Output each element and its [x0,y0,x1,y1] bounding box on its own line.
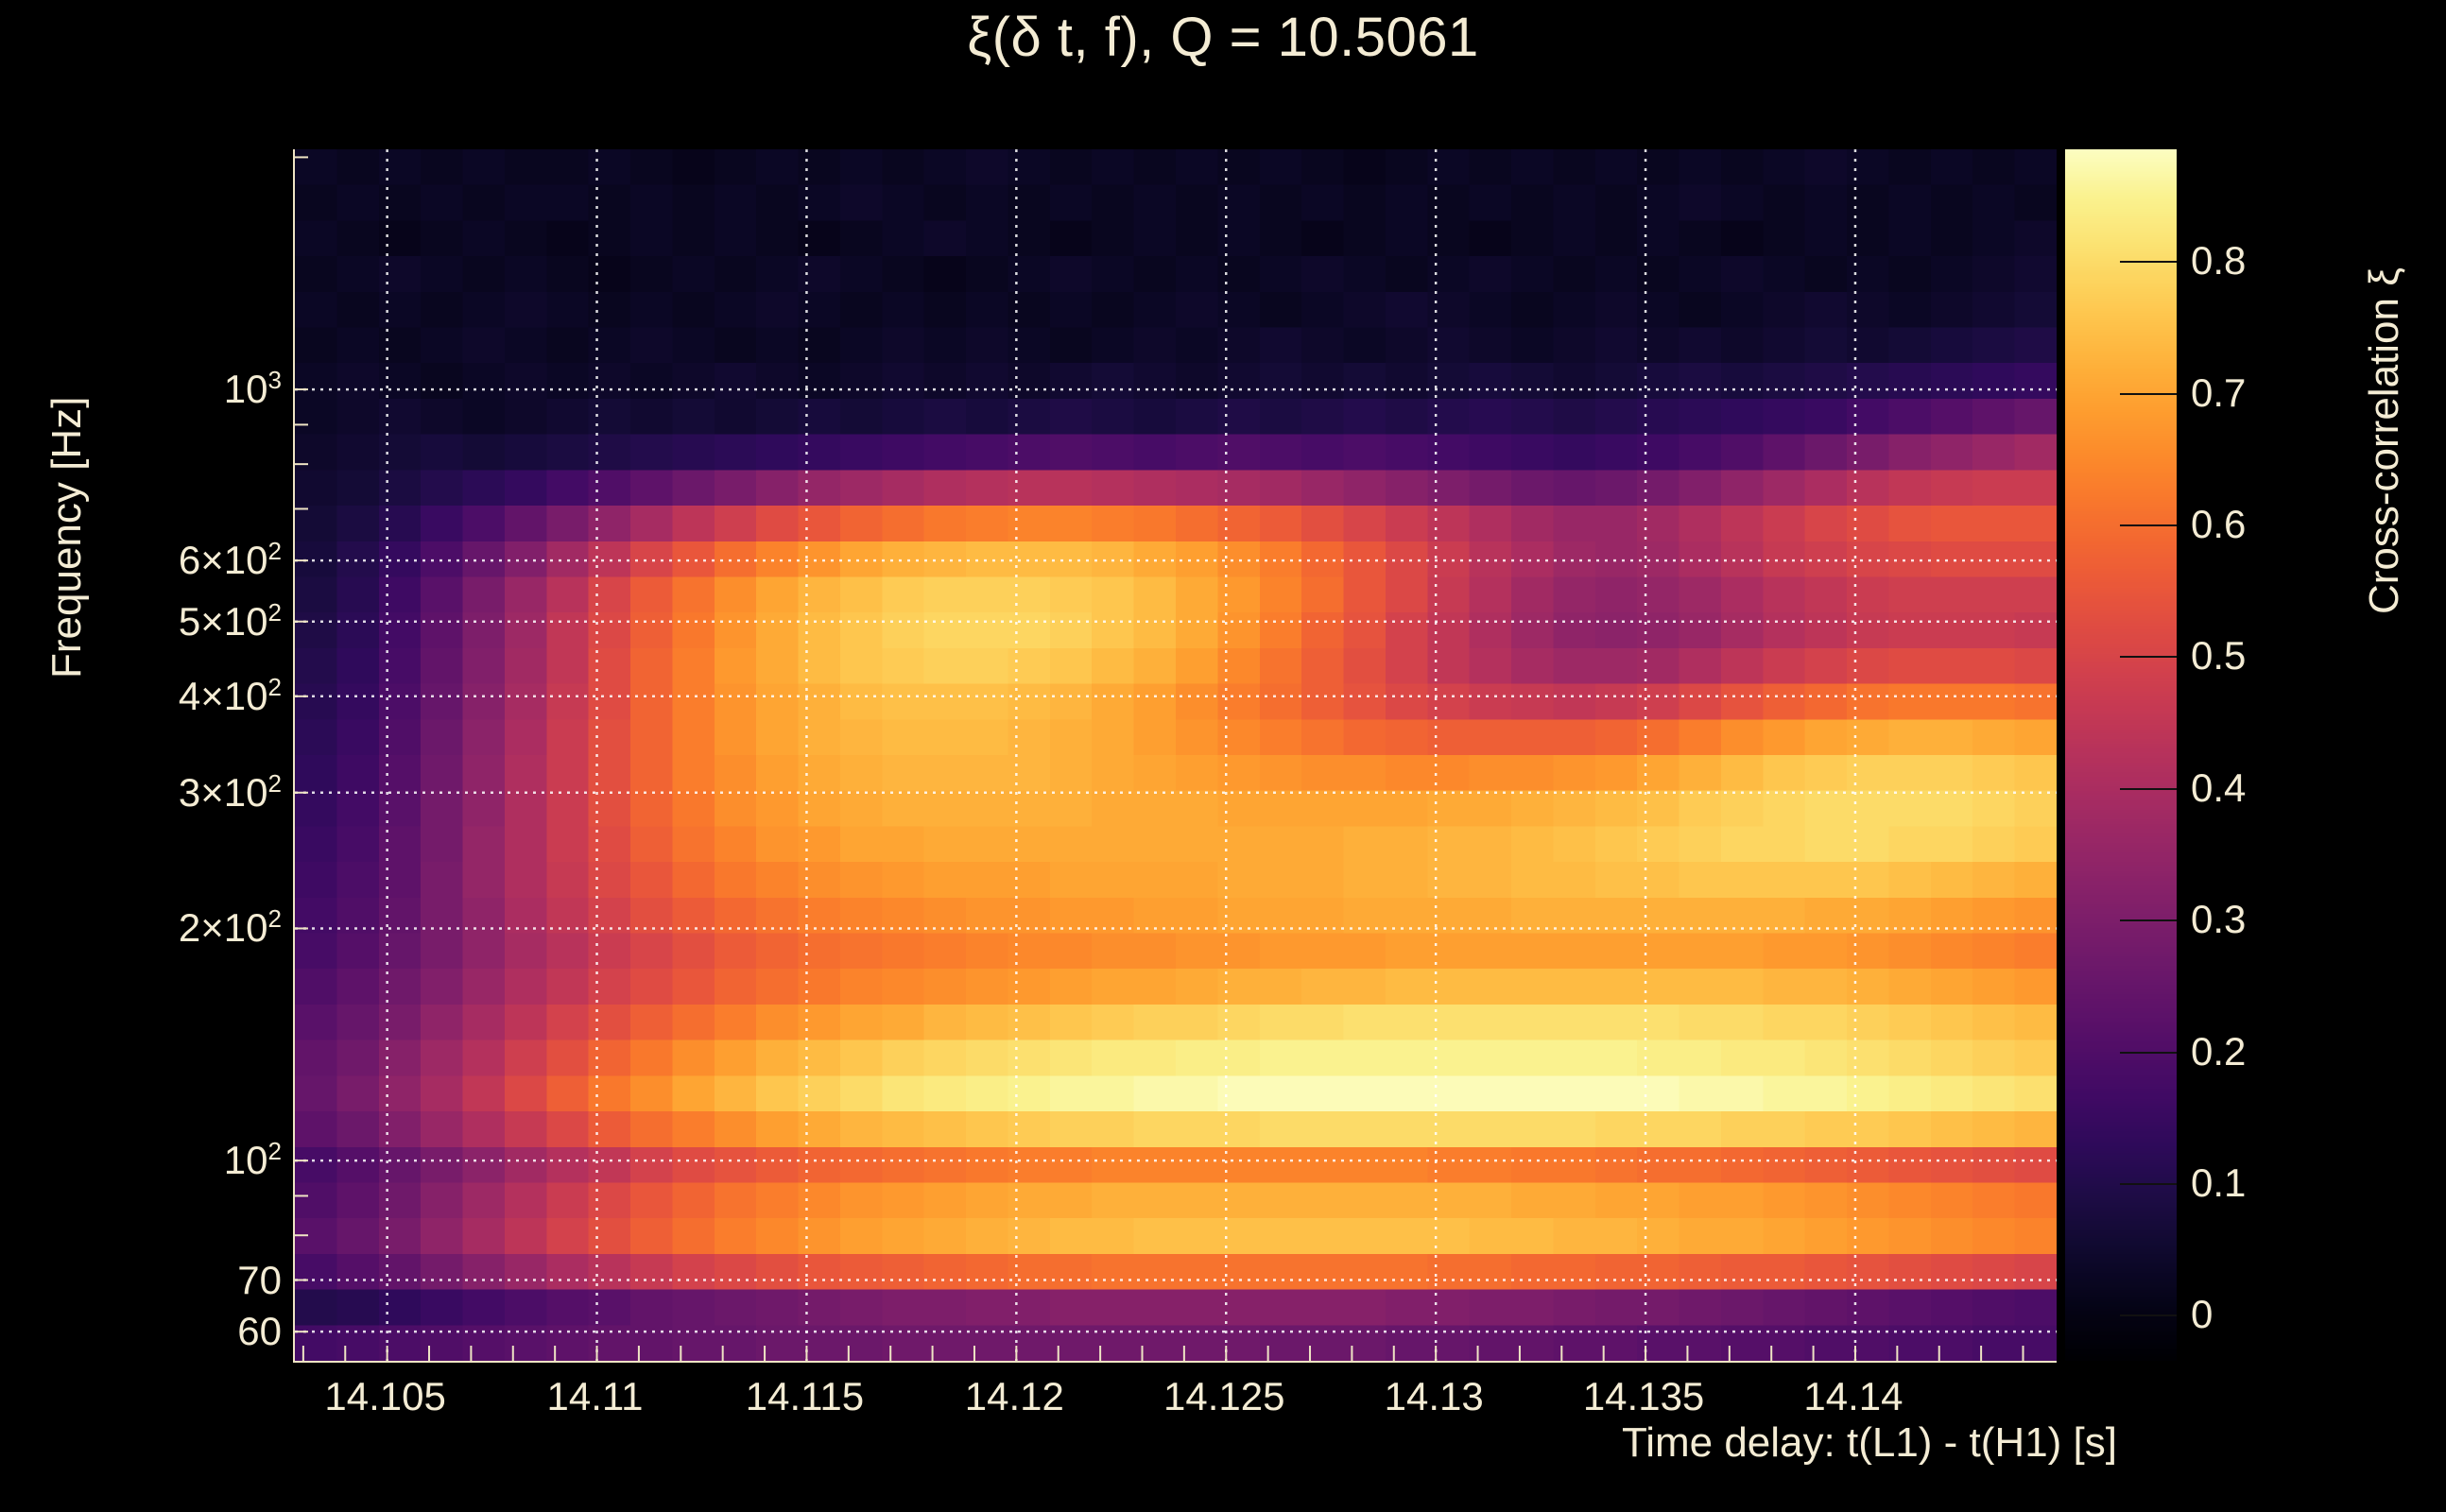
colorbar-tick-label: 0.4 [2191,765,2247,810]
x-tick-label: 14.11 [546,1374,644,1418]
colorbar-tick-label: 0.7 [2191,369,2247,415]
y-tick-label: 4×102 [178,672,282,718]
x-tick-label: 14.14 [1803,1374,1903,1418]
x-axis-title: Time delay: t(L1) - t(H1) [s] [1621,1419,2117,1466]
y-tick-label: 60 [237,1309,282,1354]
y-tick-label: 6×102 [178,537,282,583]
y-axis-title: Frequency [Hz] [43,396,90,679]
x-tick-label: 14.12 [964,1374,1064,1418]
colorbar-tick-mark [2120,392,2177,395]
y-tick-label: 3×102 [178,768,282,815]
x-tick-label: 14.105 [324,1374,446,1418]
colorbar-tick-mark [2120,1314,2177,1317]
colorbar-tick-label: 0.5 [2191,633,2247,679]
colorbar-tick-mark [2120,524,2177,527]
colorbar-gradient [2065,149,2177,1361]
colorbar-tick-mark [2120,1182,2177,1185]
y-tick-label: 102 [223,1137,282,1183]
colorbar-tick-label: 0.1 [2191,1160,2247,1205]
x-tick-label: 14.125 [1163,1374,1285,1418]
y-tick-label: 5×102 [178,597,282,644]
colorbar-tick-mark [2120,1051,2177,1054]
colorbar-tick-mark [2120,261,2177,264]
colorbar-tick-mark [2120,787,2177,790]
colorbar-tick-label: 0.3 [2191,897,2247,942]
heatmap-plot-area[interactable] [293,149,2057,1363]
x-tick-label: 14.13 [1384,1374,1484,1418]
colorbar-tick-label: 0.2 [2191,1028,2247,1074]
x-tick-label: 14.135 [1582,1374,1705,1418]
heatmap-canvas [295,149,2057,1361]
colorbar-tick-mark [2120,656,2177,659]
colorbar-tick-label: 0.8 [2191,238,2247,284]
y-tick-label: 103 [223,366,282,412]
chart-title: ξ(δ t, f), Q = 10.5061 [967,7,1479,68]
y-tick-label: 70 [237,1257,282,1302]
colorbar-tick-label: 0 [2191,1292,2213,1337]
colorbar-tick-label: 0.6 [2191,502,2247,547]
colorbar[interactable] [2065,149,2177,1361]
colorbar-title: Cross-correlation ξ [2361,267,2407,614]
colorbar-tick-mark [2120,919,2177,922]
x-tick-label: 14.115 [745,1374,865,1418]
y-tick-label: 2×102 [178,904,282,951]
